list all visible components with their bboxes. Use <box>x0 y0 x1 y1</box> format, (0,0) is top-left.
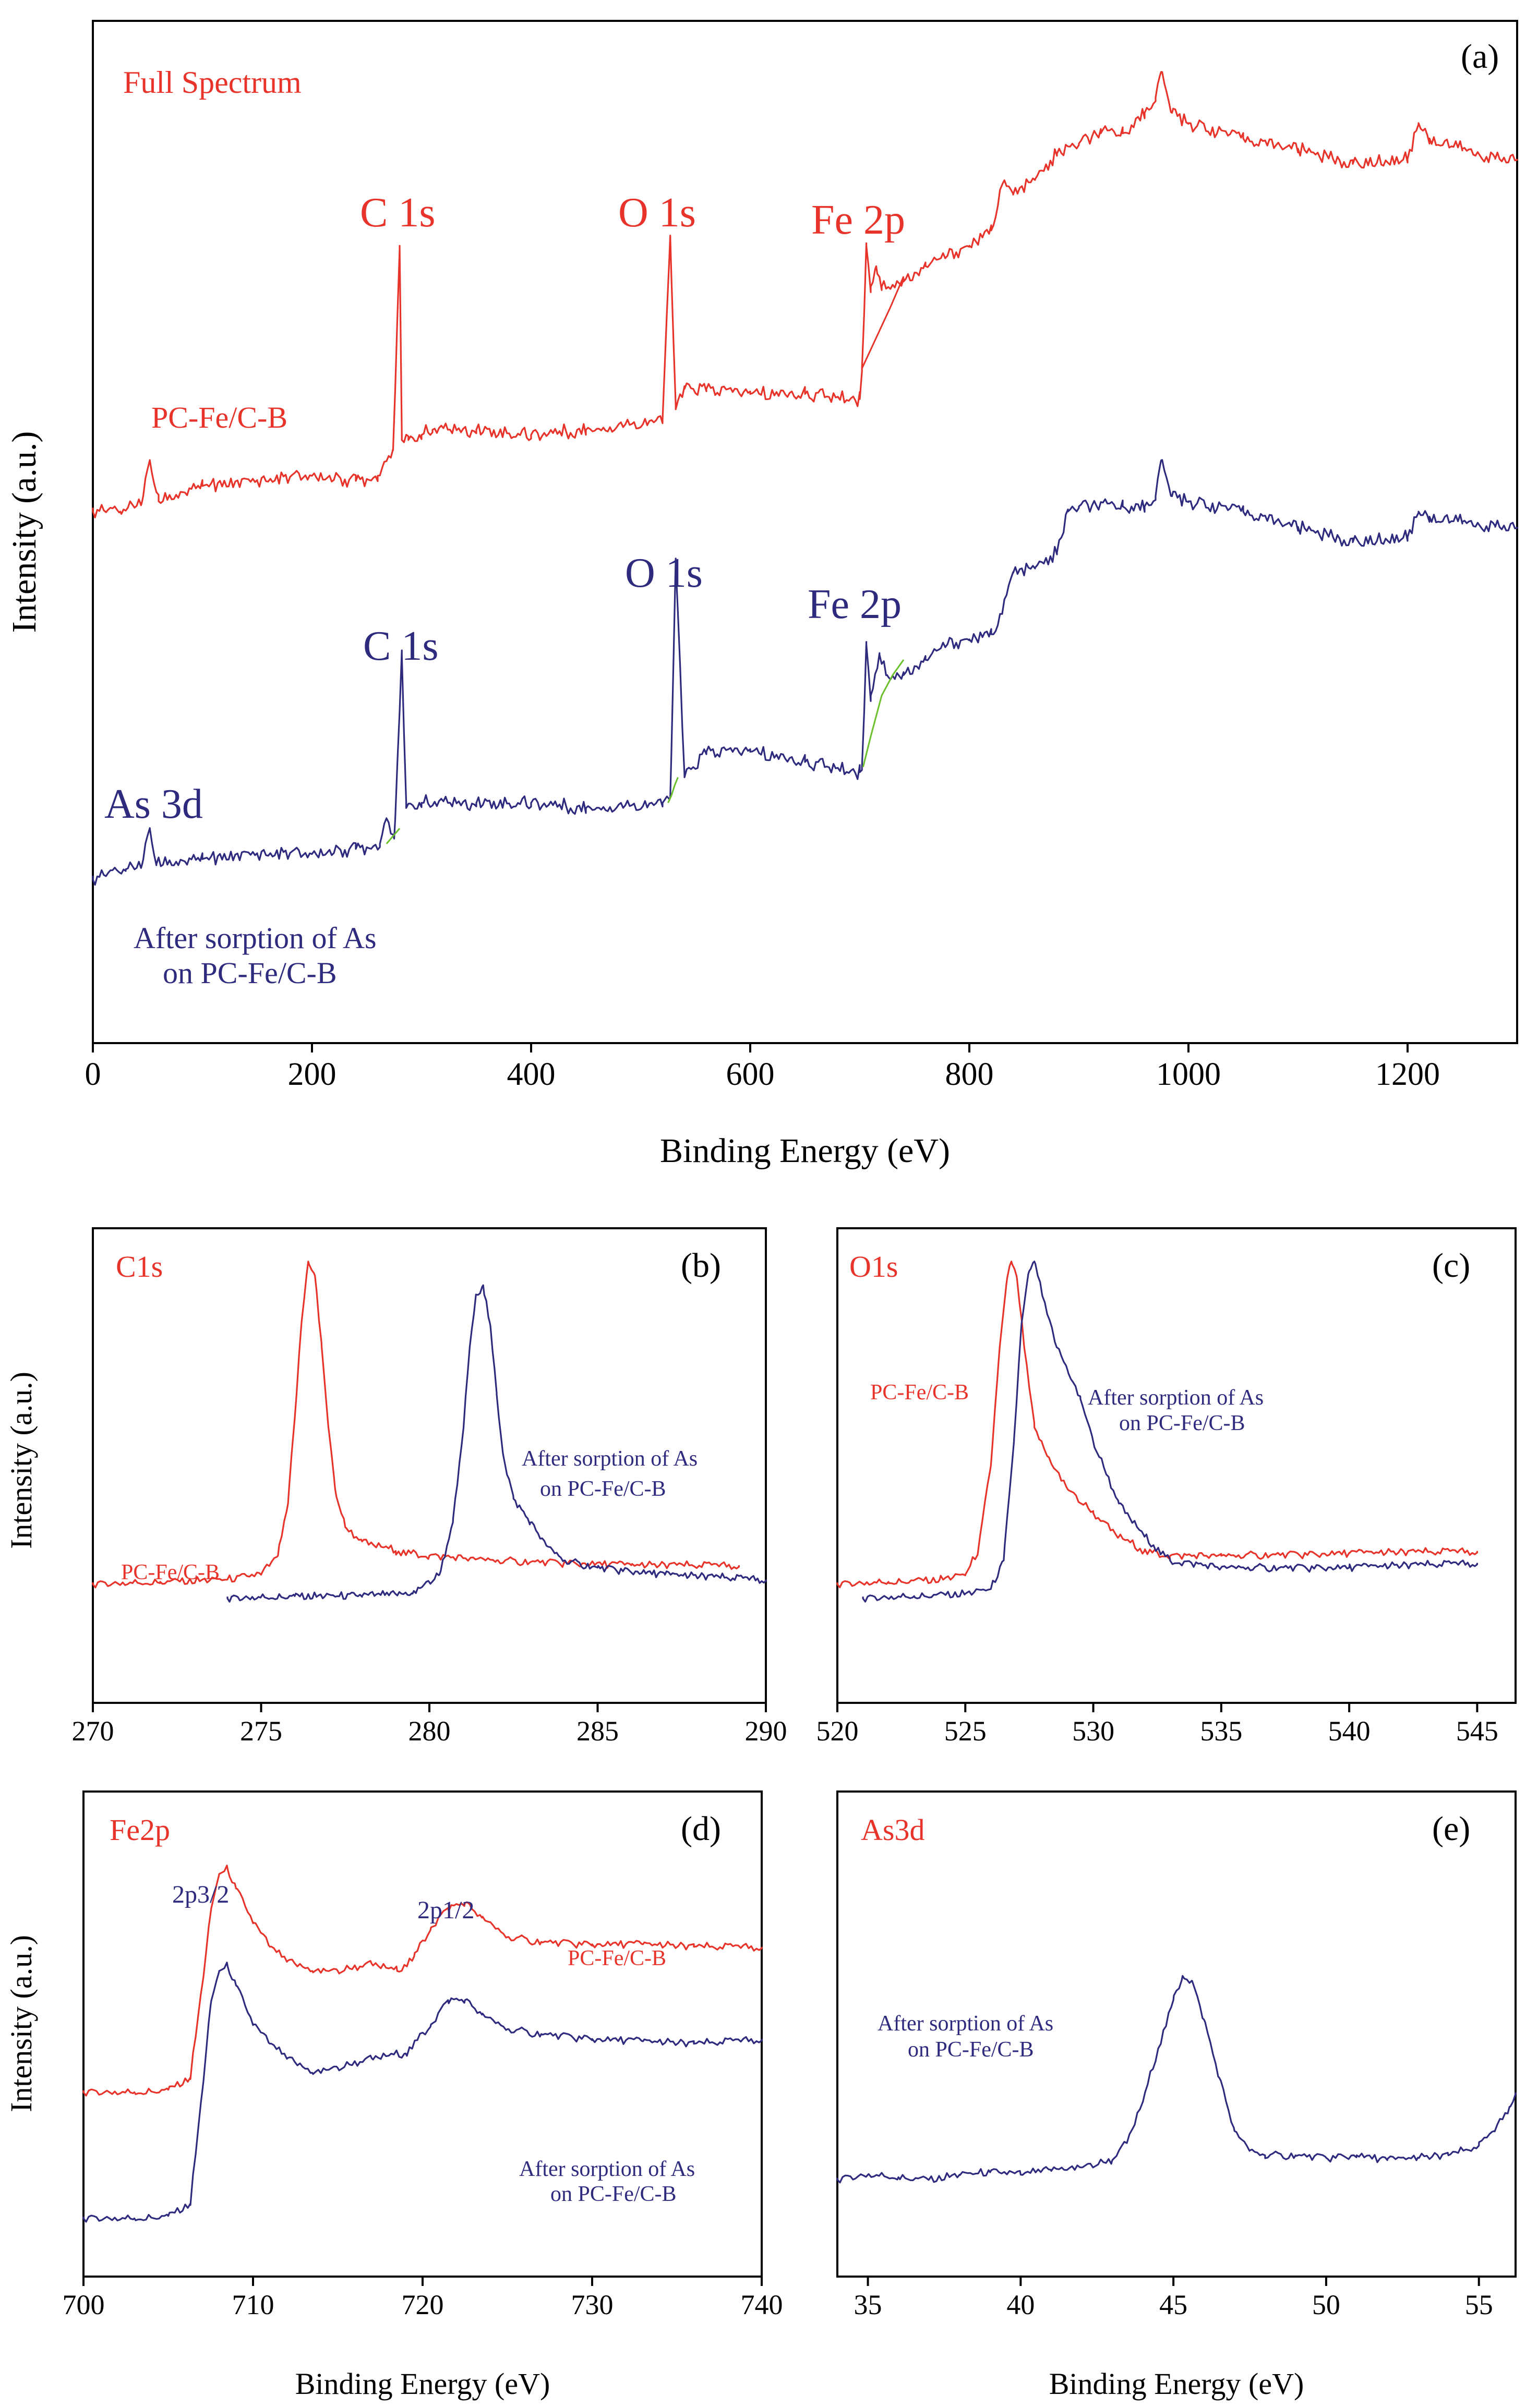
x-tick-label: 530 <box>1072 1715 1114 1747</box>
series-label-blue-line1: After sorption of As <box>1088 1386 1264 1410</box>
plot-area <box>836 1975 1517 2184</box>
series-line-blue <box>92 459 1518 886</box>
x-tick-label: 600 <box>726 1057 775 1092</box>
series-line-red <box>92 71 1518 518</box>
panel-label: (b) <box>681 1247 721 1285</box>
annotation-fe2p-red: Fe 2p <box>811 197 905 243</box>
panel-label: (d) <box>681 1810 721 1848</box>
series-line-red <box>836 1261 1478 1589</box>
annotation-c1s-blue: C 1s <box>363 623 439 669</box>
series-label-blue-line2: on PC-Fe/C-B <box>550 2182 677 2206</box>
x-tick-label: 540 <box>1328 1715 1371 1747</box>
x-axis: 270 275 280 285 290 <box>72 1703 787 1747</box>
annotation-2p3-2: 2p3/2 <box>172 1881 229 1908</box>
panel-a: 0 200 400 600 800 1000 1200 (a) Full Spectrum … <box>5 20 1518 1170</box>
x-tick-label: 285 <box>576 1715 619 1747</box>
panel-label: (c) <box>1432 1247 1470 1285</box>
y-axis-label: Intensity (a.u.) <box>4 1372 38 1549</box>
panel-c: 520 525 530 535 540 545 (c) O1s PC-Fe/C-B Aft… <box>816 1227 1517 1747</box>
x-tick-label: 800 <box>945 1057 994 1092</box>
x-tick-label: 290 <box>745 1715 787 1747</box>
plot-area <box>92 71 1518 886</box>
x-tick-label: 200 <box>288 1057 337 1092</box>
x-tick-label: 1000 <box>1156 1057 1221 1092</box>
annotation-fe2p-blue: Fe 2p <box>808 582 902 627</box>
x-tick-label: 50 <box>1312 2289 1340 2320</box>
x-axis: 35 40 45 50 55 <box>854 2277 1493 2320</box>
plot-area <box>82 1865 763 2223</box>
annotation-2p1-2: 2p1/2 <box>417 1896 474 1924</box>
chart-title: Fe2p <box>110 1813 170 1847</box>
x-tick-label: 730 <box>571 2289 614 2320</box>
panel-label: (a) <box>1461 38 1499 76</box>
x-axis: 0 200 400 600 800 1000 1200 <box>85 1043 1440 1092</box>
series-label-red: PC-Fe/C-B <box>870 1381 969 1405</box>
x-tick-label: 525 <box>944 1715 987 1747</box>
baseline-fit-line <box>862 659 905 768</box>
series-label-blue-line2: on PC-Fe/C-B <box>163 956 337 990</box>
series-label-blue-line2: on PC-Fe/C-B <box>908 2038 1034 2062</box>
x-tick-label: 35 <box>854 2289 882 2320</box>
x-tick-label: 400 <box>507 1057 556 1092</box>
series-line-blue <box>862 1261 1478 1603</box>
x-tick-label: 0 <box>85 1057 101 1092</box>
annotation-as3d: As 3d <box>104 781 203 827</box>
series-label-red: PC-Fe/C-B <box>121 1560 220 1584</box>
plot-area <box>836 1261 1478 1603</box>
series-line-blue <box>226 1284 767 1603</box>
series-label-blue-line2: on PC-Fe/C-B <box>540 1477 666 1501</box>
x-tick-label: 520 <box>816 1715 859 1747</box>
x-tick-label: 545 <box>1456 1715 1498 1747</box>
chart-title: As3d <box>861 1813 924 1847</box>
annotation-c1s-red: C 1s <box>360 190 436 236</box>
series-line-red <box>82 1865 763 2097</box>
annotation-o1s-red: O 1s <box>618 190 696 236</box>
x-tick-label: 710 <box>232 2289 274 2320</box>
annotation-o1s-blue: O 1s <box>625 550 703 596</box>
plot-frame <box>836 1790 1517 2278</box>
x-axis-label: Binding Energy (eV) <box>660 1132 950 1170</box>
x-axis: 520 525 530 535 540 545 <box>816 1703 1498 1747</box>
series-label-red: PC-Fe/C-B <box>568 1946 666 1970</box>
series-label-blue-line1: After sorption of As <box>878 2012 1053 2036</box>
panel-b: 270 275 280 285 290 (b) C1s Intensity (a.u.)… <box>4 1227 787 1747</box>
x-tick-label: 740 <box>741 2289 783 2320</box>
x-tick-label: 535 <box>1200 1715 1242 1747</box>
series-label-blue-line1: After sorption of As <box>134 921 377 955</box>
panel-d: 700 710 720 730 740 (d) Fe2p Binding Energy … <box>4 1790 783 2401</box>
plot-frame <box>836 1227 1517 1704</box>
series-label-red: PC-Fe/C-B <box>151 401 287 434</box>
baseline-fit-line <box>386 828 401 844</box>
plot-area <box>92 1261 767 1603</box>
x-tick-label: 40 <box>1006 2289 1035 2320</box>
series-label-blue-line1: After sorption of As <box>522 1447 698 1471</box>
chart-title: Full Spectrum <box>123 65 302 100</box>
y-axis-label: Intensity (a.u.) <box>5 431 43 633</box>
panel-e: 35 40 45 50 55 (e) As3d Binding Energy (eV) … <box>836 1790 1517 2401</box>
x-tick-label: 700 <box>63 2289 105 2320</box>
series-line-blue <box>836 1975 1517 2184</box>
y-axis-label: Intensity (a.u.) <box>4 1935 38 2112</box>
series-line-blue <box>82 1962 763 2223</box>
x-axis: 700 710 720 730 740 <box>63 2277 783 2320</box>
x-axis-label: Binding Energy (eV) <box>1049 2367 1304 2401</box>
series-label-blue-line2: on PC-Fe/C-B <box>1119 1411 1245 1435</box>
chart-title: C1s <box>116 1250 163 1284</box>
plot-frame <box>92 20 1518 1044</box>
x-axis-label: Binding Energy (eV) <box>295 2367 550 2401</box>
x-tick-label: 720 <box>402 2289 444 2320</box>
x-tick-label: 55 <box>1465 2289 1493 2320</box>
x-tick-label: 45 <box>1159 2289 1187 2320</box>
panel-label: (e) <box>1432 1810 1470 1848</box>
x-tick-label: 1200 <box>1375 1057 1440 1092</box>
x-tick-label: 270 <box>72 1715 114 1747</box>
series-line-red <box>92 1261 740 1589</box>
x-tick-label: 280 <box>408 1715 451 1747</box>
series-label-blue-line1: After sorption of As <box>519 2157 695 2181</box>
baseline-fit-line <box>861 276 905 369</box>
baseline-fit-line <box>667 777 679 804</box>
x-tick-label: 275 <box>240 1715 282 1747</box>
chart-title: O1s <box>849 1250 898 1284</box>
